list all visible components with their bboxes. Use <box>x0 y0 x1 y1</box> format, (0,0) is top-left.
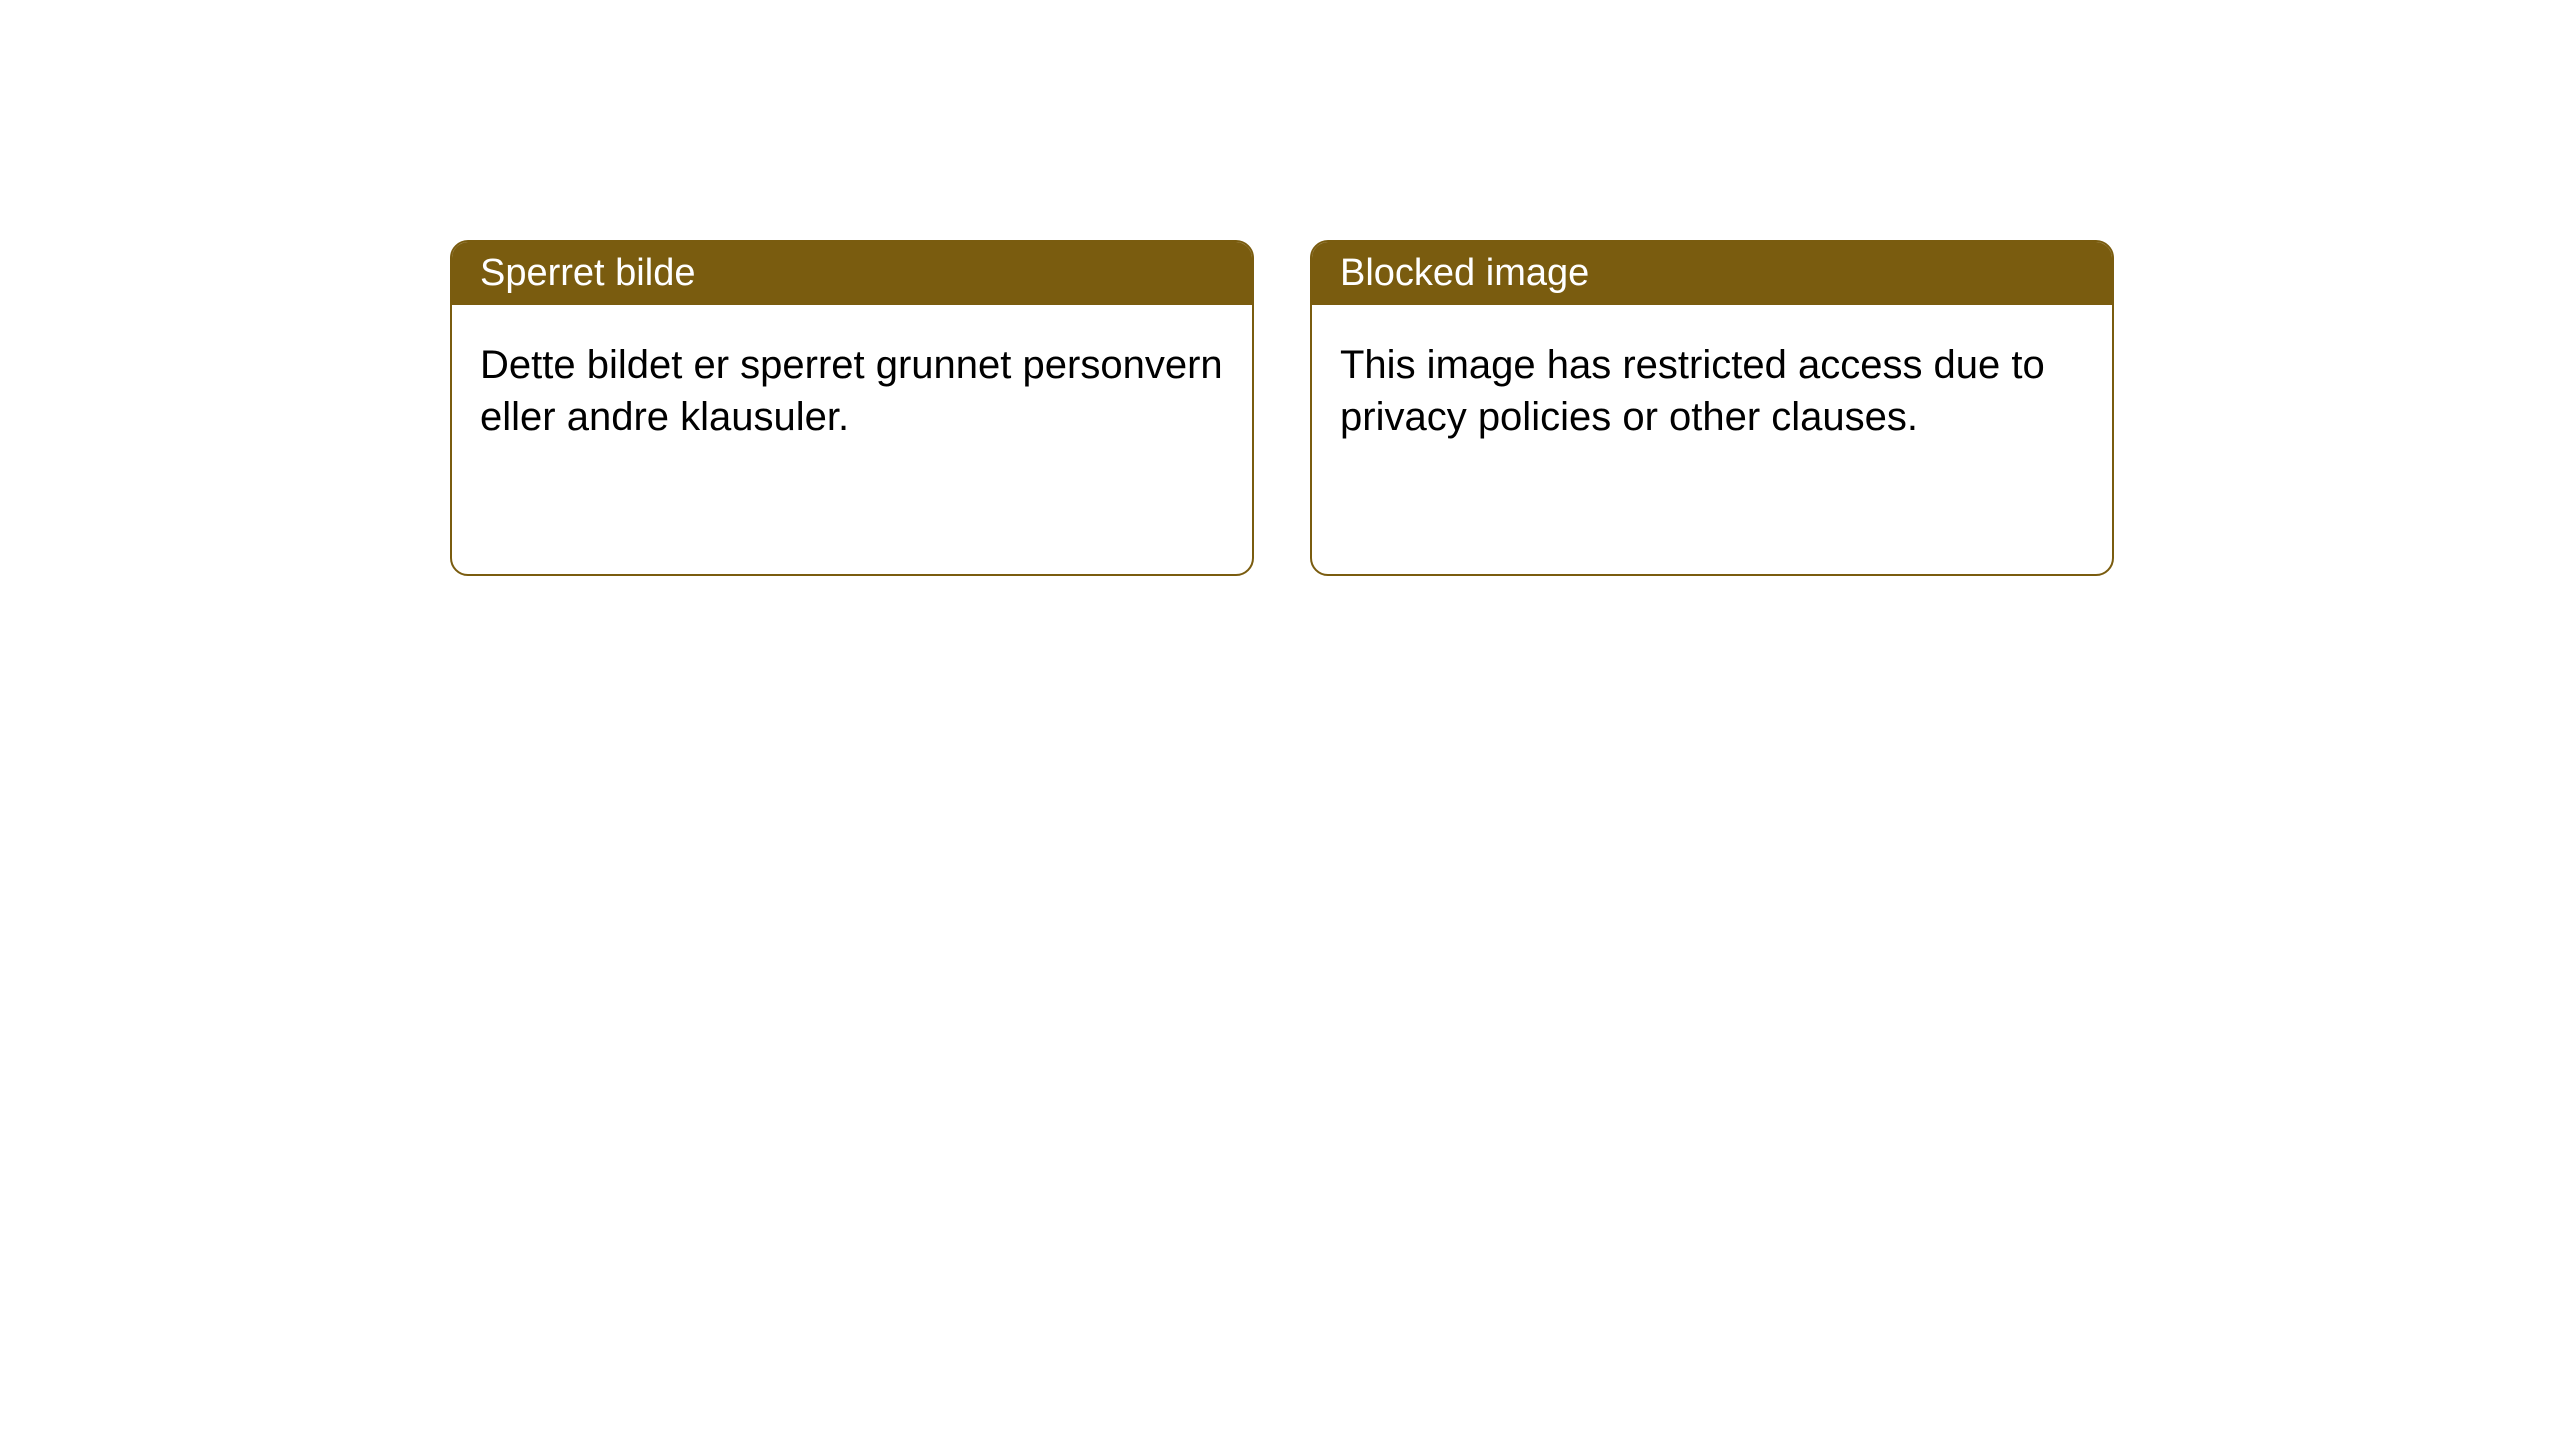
notice-body-text: Dette bildet er sperret grunnet personve… <box>480 343 1223 439</box>
notice-title: Blocked image <box>1340 252 1589 294</box>
notice-card-english: Blocked image This image has restricted … <box>1310 240 2114 576</box>
notice-card-body: This image has restricted access due to … <box>1312 305 2112 477</box>
notice-container: Sperret bilde Dette bildet er sperret gr… <box>0 0 2560 576</box>
notice-card-body: Dette bildet er sperret grunnet personve… <box>452 305 1252 477</box>
notice-card-header: Sperret bilde <box>452 242 1252 305</box>
notice-card-norwegian: Sperret bilde Dette bildet er sperret gr… <box>450 240 1254 576</box>
notice-body-text: This image has restricted access due to … <box>1340 343 2045 439</box>
notice-title: Sperret bilde <box>480 252 695 294</box>
notice-card-header: Blocked image <box>1312 242 2112 305</box>
